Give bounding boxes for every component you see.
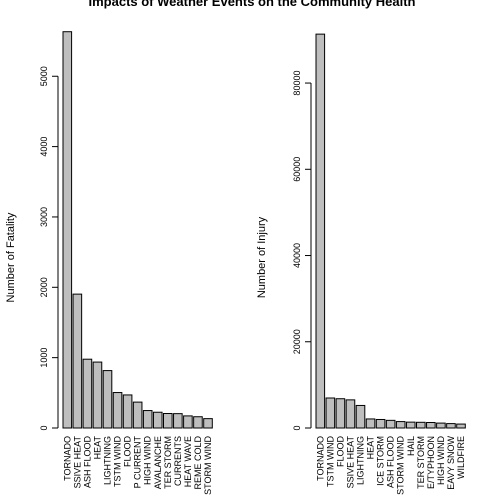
bar-high-wind xyxy=(142,410,153,429)
category-label: AVALANCHE xyxy=(153,436,163,489)
bar-flood xyxy=(122,394,133,429)
category-label: HAIL xyxy=(406,436,416,456)
y-tick-label: 2000 xyxy=(39,277,49,297)
y-axis-label: Number of Fatality xyxy=(5,212,17,302)
bar-excessive-heat xyxy=(72,293,83,429)
category-label: ASH FLOOD xyxy=(82,436,92,489)
category-label: CURRENTS xyxy=(173,436,183,486)
category-label: EAVY SNOW xyxy=(446,436,456,490)
category-label: HIGH WIND xyxy=(436,436,446,485)
category-label: WILDFIRE xyxy=(456,436,466,479)
bar-heat-wave xyxy=(183,415,193,429)
bar-heat xyxy=(92,361,103,429)
bar-hurricane-typhoon xyxy=(426,422,436,429)
bar-hail xyxy=(405,421,416,429)
bar-lightning xyxy=(355,404,366,429)
category-label: HEAT xyxy=(92,436,102,460)
category-label: TER STORM xyxy=(163,436,173,489)
bar-wildfire xyxy=(456,423,466,429)
y-tick-label: 4000 xyxy=(39,137,49,157)
bar-tstm-wind xyxy=(112,392,123,429)
y-tick-label: 3000 xyxy=(39,207,49,227)
bar-excessive-heat xyxy=(345,399,356,429)
bar-rip-current xyxy=(132,401,143,429)
bar-extreme-cold xyxy=(193,416,203,429)
bar-rip-currents xyxy=(173,413,183,429)
category-label: SSIVE HEAT xyxy=(345,436,355,489)
y-tick-label: 60000 xyxy=(292,157,302,182)
fatality-panel: TORNADO SSIVE HEAT ASH FLOOD HEAT LIGHTNING T… xyxy=(5,31,213,495)
category-label: ICE STORM xyxy=(376,436,386,486)
bar-thunderstorm-wind xyxy=(203,418,213,429)
bar-tornado xyxy=(315,33,326,429)
category-label: REME COLD xyxy=(193,436,203,490)
category-label: TSTM WIND xyxy=(113,436,123,487)
y-axis-label: Number of Injury xyxy=(256,216,268,298)
y-tick-label: 1000 xyxy=(39,348,49,368)
bar-heavy-snow xyxy=(446,423,456,429)
bar-lightning xyxy=(102,370,113,429)
category-label: STORM WIND xyxy=(396,436,406,495)
bar-avalanche xyxy=(152,411,163,429)
y-tick-label: 0 xyxy=(39,425,49,430)
bar-high-wind xyxy=(436,422,446,429)
bar-tstm-wind xyxy=(325,397,336,429)
category-label: STORM WIND xyxy=(203,436,213,495)
category-label: TORNADO xyxy=(315,436,325,481)
category-label: LIGHTNING xyxy=(356,436,366,485)
injury-panel: TORNADO TSTM WIND FLOOD SSIVE HEAT LIGHTNING… xyxy=(256,33,466,495)
bar-thunderstorm-wind xyxy=(395,421,406,429)
bar-flood xyxy=(335,398,346,429)
category-label: FLOOD xyxy=(123,436,133,468)
bar-ice-storm xyxy=(375,418,386,429)
category-label: HEAT WAVE xyxy=(183,436,193,487)
y-tick-label: 80000 xyxy=(292,71,302,96)
bar-heat xyxy=(365,418,376,429)
category-label: ASH FLOOD xyxy=(386,436,396,489)
bar-winter-storm xyxy=(163,413,173,429)
chart-title: Impacts of Weather Events on the Communi… xyxy=(89,0,416,9)
category-label: TER STORM xyxy=(416,436,426,489)
category-label: LIGHTNING xyxy=(103,436,113,485)
y-tick-label: 5000 xyxy=(39,66,49,86)
category-label: FLOOD xyxy=(335,436,345,468)
category-label: HIGH WIND xyxy=(143,436,153,485)
category-label: P CURRENT xyxy=(133,436,143,489)
bar-winter-storm xyxy=(416,421,426,429)
bar-tornado xyxy=(62,31,73,429)
category-label: SSIVE HEAT xyxy=(72,436,82,489)
bar-flash-flood xyxy=(82,358,93,429)
category-label: TSTM WIND xyxy=(325,436,335,487)
y-tick-label: 0 xyxy=(292,425,302,430)
category-label: E/TYPHOON xyxy=(426,436,436,489)
y-tick-label: 20000 xyxy=(292,329,302,354)
y-tick-label: 40000 xyxy=(292,243,302,268)
category-label: TORNADO xyxy=(62,436,72,481)
bar-flash-flood xyxy=(385,419,396,429)
category-label: HEAT xyxy=(366,436,376,460)
